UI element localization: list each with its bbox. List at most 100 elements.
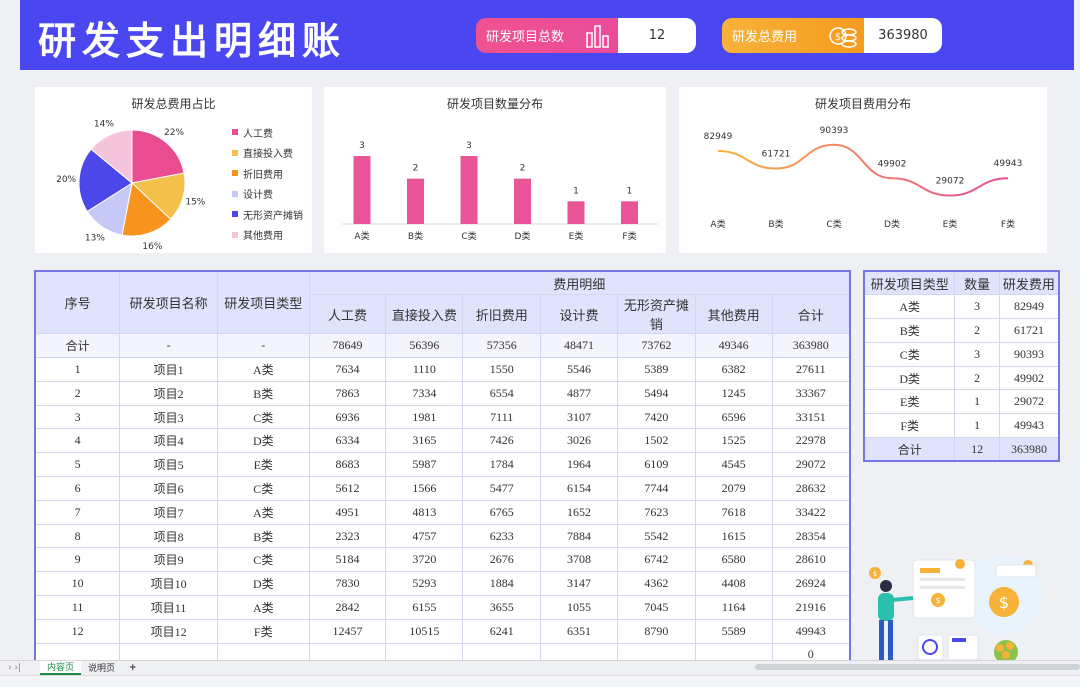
- table-cell[interactable]: 7863: [308, 380, 387, 406]
- table-cell[interactable]: 合计: [34, 333, 121, 359]
- table-cell[interactable]: 1550: [462, 357, 542, 382]
- side-table-cell[interactable]: 合计: [863, 437, 956, 462]
- table-cell[interactable]: 7426: [462, 428, 542, 454]
- table-cell[interactable]: 1164: [694, 595, 773, 620]
- header-expense-group[interactable]: 费用明细: [308, 270, 851, 296]
- table-cell[interactable]: C类: [216, 547, 310, 573]
- header-expense-col[interactable]: 人工费: [308, 294, 387, 335]
- table-cell[interactable]: 项目1: [119, 357, 218, 382]
- side-table-cell[interactable]: 3: [954, 294, 1000, 320]
- table-cell[interactable]: 6233: [462, 523, 542, 549]
- table-cell[interactable]: 12457: [308, 618, 387, 644]
- side-header-cell[interactable]: 研发费用: [998, 270, 1060, 296]
- side-table-cell[interactable]: 363980: [998, 437, 1060, 462]
- table-cell[interactable]: 363980: [771, 333, 851, 359]
- table-cell[interactable]: 1: [34, 357, 121, 382]
- table-cell[interactable]: 3708: [540, 547, 618, 573]
- table-cell[interactable]: 28632: [771, 476, 851, 501]
- header-seq[interactable]: 序号: [34, 270, 121, 335]
- table-cell[interactable]: 1964: [540, 452, 618, 478]
- table-cell[interactable]: 6155: [385, 595, 464, 620]
- side-table-cell[interactable]: 49902: [998, 365, 1060, 391]
- table-cell[interactable]: 8: [34, 523, 121, 549]
- table-cell[interactable]: 1784: [462, 452, 542, 478]
- table-cell[interactable]: 48471: [540, 333, 618, 359]
- side-table-cell[interactable]: 1: [954, 413, 1000, 439]
- table-cell[interactable]: F类: [216, 618, 310, 644]
- header-expense-col[interactable]: 设计费: [540, 294, 618, 335]
- table-cell[interactable]: 26924: [771, 571, 851, 597]
- side-table-cell[interactable]: 90393: [998, 341, 1060, 367]
- table-cell[interactable]: 3655: [462, 595, 542, 620]
- table-cell[interactable]: 项目7: [119, 499, 218, 525]
- table-cell[interactable]: D类: [216, 428, 310, 454]
- table-cell[interactable]: 5477: [462, 476, 542, 501]
- table-cell[interactable]: 5494: [616, 380, 696, 406]
- table-cell[interactable]: 6936: [308, 404, 387, 430]
- header-expense-col[interactable]: 无形资产摊销: [616, 294, 696, 335]
- table-cell[interactable]: 1110: [385, 357, 464, 382]
- side-table-cell[interactable]: 49943: [998, 413, 1060, 439]
- header-expense-col[interactable]: 合计: [771, 294, 851, 335]
- side-table-cell[interactable]: 3: [954, 341, 1000, 367]
- table-cell[interactable]: 10: [34, 571, 121, 597]
- table-cell[interactable]: B类: [216, 380, 310, 406]
- table-cell[interactable]: 6382: [694, 357, 773, 382]
- side-table-cell[interactable]: D类: [863, 365, 956, 391]
- header-project-name[interactable]: 研发项目名称: [119, 270, 218, 335]
- table-cell[interactable]: 21916: [771, 595, 851, 620]
- table-cell[interactable]: 项目10: [119, 571, 218, 597]
- horizontal-scrollbar[interactable]: [755, 664, 1080, 670]
- side-table-cell[interactable]: 2: [954, 365, 1000, 391]
- table-cell[interactable]: C类: [216, 404, 310, 430]
- table-cell[interactable]: 33422: [771, 499, 851, 525]
- table-cell[interactable]: 4813: [385, 499, 464, 525]
- table-cell[interactable]: 5184: [308, 547, 387, 573]
- table-cell[interactable]: 8683: [308, 452, 387, 478]
- table-cell[interactable]: D类: [216, 571, 310, 597]
- table-cell[interactable]: 22978: [771, 428, 851, 454]
- table-cell[interactable]: 1245: [694, 380, 773, 406]
- side-table-cell[interactable]: 2: [954, 318, 1000, 343]
- table-cell[interactable]: 5542: [616, 523, 696, 549]
- side-table-cell[interactable]: E类: [863, 389, 956, 415]
- side-header-cell[interactable]: 研发项目类型: [863, 270, 956, 296]
- table-cell[interactable]: 5987: [385, 452, 464, 478]
- table-cell[interactable]: 7334: [385, 380, 464, 406]
- table-cell[interactable]: 7744: [616, 476, 696, 501]
- table-cell[interactable]: B类: [216, 523, 310, 549]
- table-cell[interactable]: 4362: [616, 571, 696, 597]
- table-cell[interactable]: 11: [34, 595, 121, 620]
- sheet-nav-arrows[interactable]: › ›|: [8, 662, 22, 673]
- table-cell[interactable]: 28354: [771, 523, 851, 549]
- table-cell[interactable]: 8790: [616, 618, 696, 644]
- table-cell[interactable]: 78649: [308, 333, 387, 359]
- table-cell[interactable]: 49943: [771, 618, 851, 644]
- table-cell[interactable]: 12: [34, 618, 121, 644]
- table-cell[interactable]: -: [119, 333, 218, 359]
- table-cell[interactable]: 1981: [385, 404, 464, 430]
- table-cell[interactable]: 3026: [540, 428, 618, 454]
- table-cell[interactable]: 4: [34, 428, 121, 454]
- table-cell[interactable]: 7: [34, 499, 121, 525]
- table-cell[interactable]: 6: [34, 476, 121, 501]
- table-cell[interactable]: 7884: [540, 523, 618, 549]
- table-cell[interactable]: 3720: [385, 547, 464, 573]
- table-cell[interactable]: 6241: [462, 618, 542, 644]
- table-cell[interactable]: 7623: [616, 499, 696, 525]
- table-cell[interactable]: 4951: [308, 499, 387, 525]
- add-sheet-button[interactable]: +: [129, 662, 137, 673]
- side-table-cell[interactable]: 12: [954, 437, 1000, 462]
- table-cell[interactable]: 5: [34, 452, 121, 478]
- table-cell[interactable]: A类: [216, 499, 310, 525]
- table-cell[interactable]: 2323: [308, 523, 387, 549]
- table-cell[interactable]: 1525: [694, 428, 773, 454]
- header-expense-col[interactable]: 其他费用: [694, 294, 773, 335]
- table-cell[interactable]: 5293: [385, 571, 464, 597]
- table-cell[interactable]: A类: [216, 595, 310, 620]
- table-cell[interactable]: 49346: [694, 333, 773, 359]
- sheet-tab-notes[interactable]: 说明页: [88, 664, 116, 674]
- table-cell[interactable]: 57356: [462, 333, 542, 359]
- table-cell[interactable]: 7634: [308, 357, 387, 382]
- table-cell[interactable]: 10515: [385, 618, 464, 644]
